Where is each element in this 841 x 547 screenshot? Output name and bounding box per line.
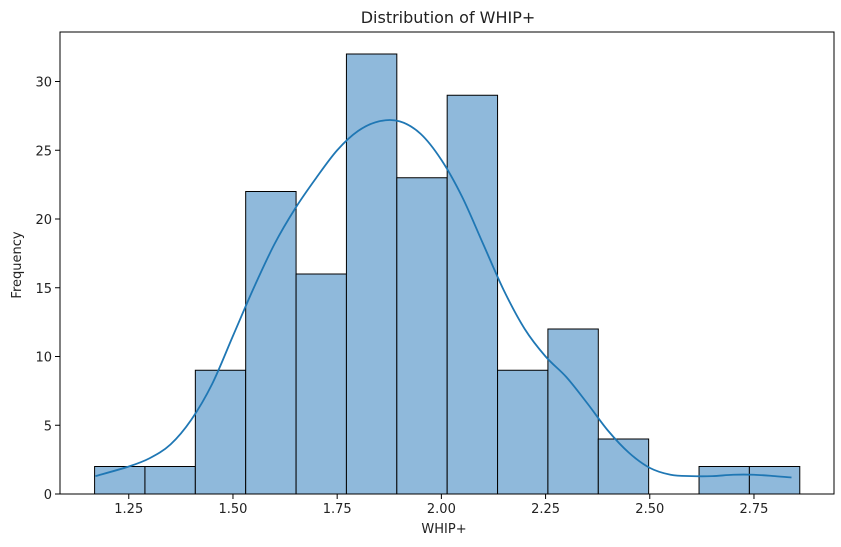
kde-curve: [95, 119, 792, 479]
y-tick-label: 25: [35, 144, 52, 159]
histogram-bar: [194, 369, 247, 495]
x-tick-label: 2.50: [635, 502, 664, 517]
x-tick-label: 2.25: [531, 502, 560, 517]
y-tick-label: 5: [44, 419, 52, 434]
histogram-bar: [345, 53, 398, 495]
histogram-bar: [245, 191, 297, 495]
bars-group: [94, 53, 801, 495]
y-tick-label: 10: [35, 351, 52, 366]
histogram-bar: [497, 369, 549, 495]
histogram-bar: [748, 466, 801, 495]
histogram-bar: [94, 466, 146, 495]
x-axis-ticks: 1.25 1.50 1.75 2.00 2.25 2.50 2.75: [114, 494, 768, 517]
x-tick-label: 1.75: [323, 502, 352, 517]
histogram-bar: [295, 273, 347, 495]
x-tick-label: 1.50: [218, 502, 247, 517]
y-tick-label: 0: [44, 488, 52, 503]
y-axis-label: Frequency: [10, 231, 25, 298]
plot-frame: [59, 31, 835, 495]
y-axis-ticks: 0 5 10 15 20 25 30: [35, 76, 60, 503]
y-tick-label: 15: [35, 282, 52, 297]
x-axis-label: WHIP+: [421, 522, 466, 537]
y-tick-label: 30: [35, 76, 52, 91]
histogram-bar: [698, 466, 750, 495]
histogram-bar: [396, 177, 448, 495]
histogram-bar: [547, 328, 599, 495]
histogram-bar: [144, 466, 196, 495]
chart-title: Distribution of WHIP+: [361, 8, 536, 27]
y-tick-label: 20: [35, 213, 52, 228]
x-tick-label: 2.75: [739, 502, 768, 517]
x-tick-label: 1.25: [114, 502, 143, 517]
x-tick-label: 2.00: [427, 502, 456, 517]
histogram-bar: [446, 94, 499, 495]
